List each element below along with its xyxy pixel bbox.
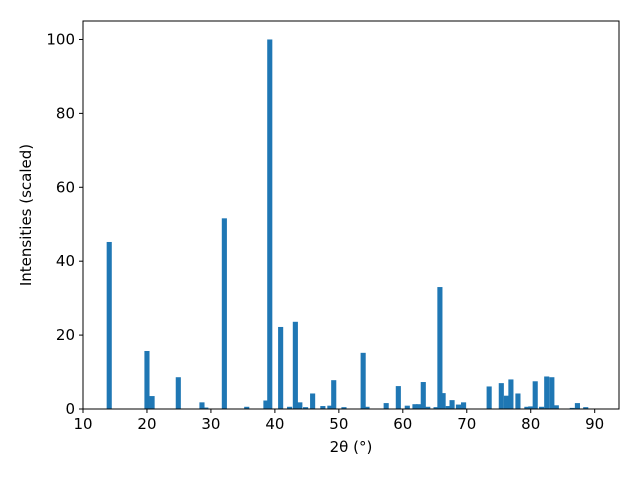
bar [569,407,575,409]
bar [416,404,422,409]
y-tick-label: 100 [46,30,75,48]
bar [221,218,227,409]
bar [278,326,284,409]
bar [175,377,181,409]
bar [199,402,205,409]
y-tick-label: 0 [65,400,75,418]
bar [320,406,326,409]
bar [553,405,559,409]
bar [297,402,303,409]
bar [292,321,298,409]
x-tick-label: 40 [265,415,284,433]
bar [549,377,555,409]
bar [524,406,530,409]
bar [437,287,443,409]
y-tick-label: 40 [56,252,75,270]
x-tick-label: 90 [585,415,604,433]
bar [331,380,337,409]
bar [404,405,410,409]
x-tick-label: 50 [329,415,348,433]
bar [244,406,250,409]
y-axis-label: Intensities (scaled) [17,144,35,286]
bar [412,404,418,409]
bar [267,39,273,409]
bar [144,350,150,409]
bar [445,406,451,409]
x-tick-label: 30 [201,415,220,433]
bar [455,404,462,409]
bar [503,395,509,409]
y-tick-label: 60 [56,178,75,196]
y-tick-label: 20 [56,326,75,344]
bar [395,386,401,409]
bar [486,386,492,409]
bar [303,407,309,409]
bar [287,406,293,409]
bar [420,382,426,409]
x-tick-label: 10 [73,415,92,433]
bar [383,403,389,409]
bar [203,407,209,409]
bar [539,406,545,409]
bar [425,406,431,409]
bar [433,407,439,409]
bar [327,405,333,409]
bar [574,403,580,409]
bar [461,402,467,409]
bar [360,352,366,409]
x-axis-label: 2θ (°) [330,438,373,456]
bar [544,376,550,409]
bar [449,400,455,409]
bar [106,241,112,409]
bar [508,379,514,409]
plot-frame [82,20,620,410]
x-tick-label: 20 [137,415,156,433]
bar [440,393,446,409]
bar [364,406,370,409]
x-tick-label: 60 [393,415,412,433]
bar [149,396,155,409]
bar [263,400,269,409]
bar [583,407,589,409]
y-tick-label: 80 [56,104,75,122]
x-tick-label: 80 [521,415,540,433]
bar [310,393,316,409]
bar [498,383,504,409]
x-tick-label: 70 [457,415,476,433]
bar [341,407,347,409]
bar [528,406,534,409]
bar [515,393,521,409]
bar [532,381,538,409]
